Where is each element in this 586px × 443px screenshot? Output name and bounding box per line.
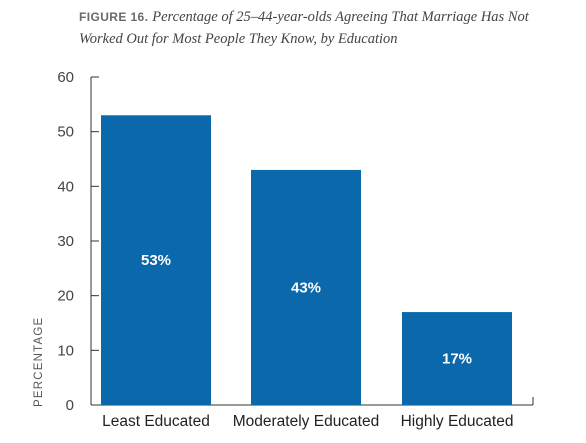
category-labels: Least Educated Moderately Educated Highly …	[102, 413, 513, 430]
category-label: Highly Educated	[401, 413, 514, 430]
y-tick-label: 40	[57, 178, 74, 195]
figure-number: FIGURE 16.	[79, 10, 149, 24]
y-tick-label: 50	[57, 124, 74, 141]
y-tick-label: 20	[57, 288, 74, 305]
figure-caption: Percentage of 25–44-year-olds Agreeing T…	[79, 9, 529, 47]
bar-value-label: 17%	[442, 351, 472, 368]
bar	[101, 115, 211, 406]
category-label: Least Educated	[102, 413, 210, 430]
y-tick-label: 10	[57, 342, 74, 359]
y-tick-label: 0	[66, 397, 74, 414]
bar	[251, 169, 361, 405]
y-axis: 0 10 20 30 40 50 60	[57, 69, 99, 414]
bar	[402, 312, 512, 405]
figure-title: FIGURE 16. Percentage of 25–44-year-olds…	[79, 6, 574, 50]
bar-value-label: 53%	[141, 252, 171, 269]
y-tick-label: 60	[57, 69, 74, 86]
y-axis-title: PERCENTAGE	[33, 317, 45, 407]
y-tick-label: 30	[57, 233, 74, 250]
bar-labels: 53% 43% 17%	[141, 252, 472, 367]
category-label: Moderately Educated	[233, 413, 379, 430]
bars	[101, 115, 512, 406]
bar-value-label: 43%	[291, 279, 321, 296]
